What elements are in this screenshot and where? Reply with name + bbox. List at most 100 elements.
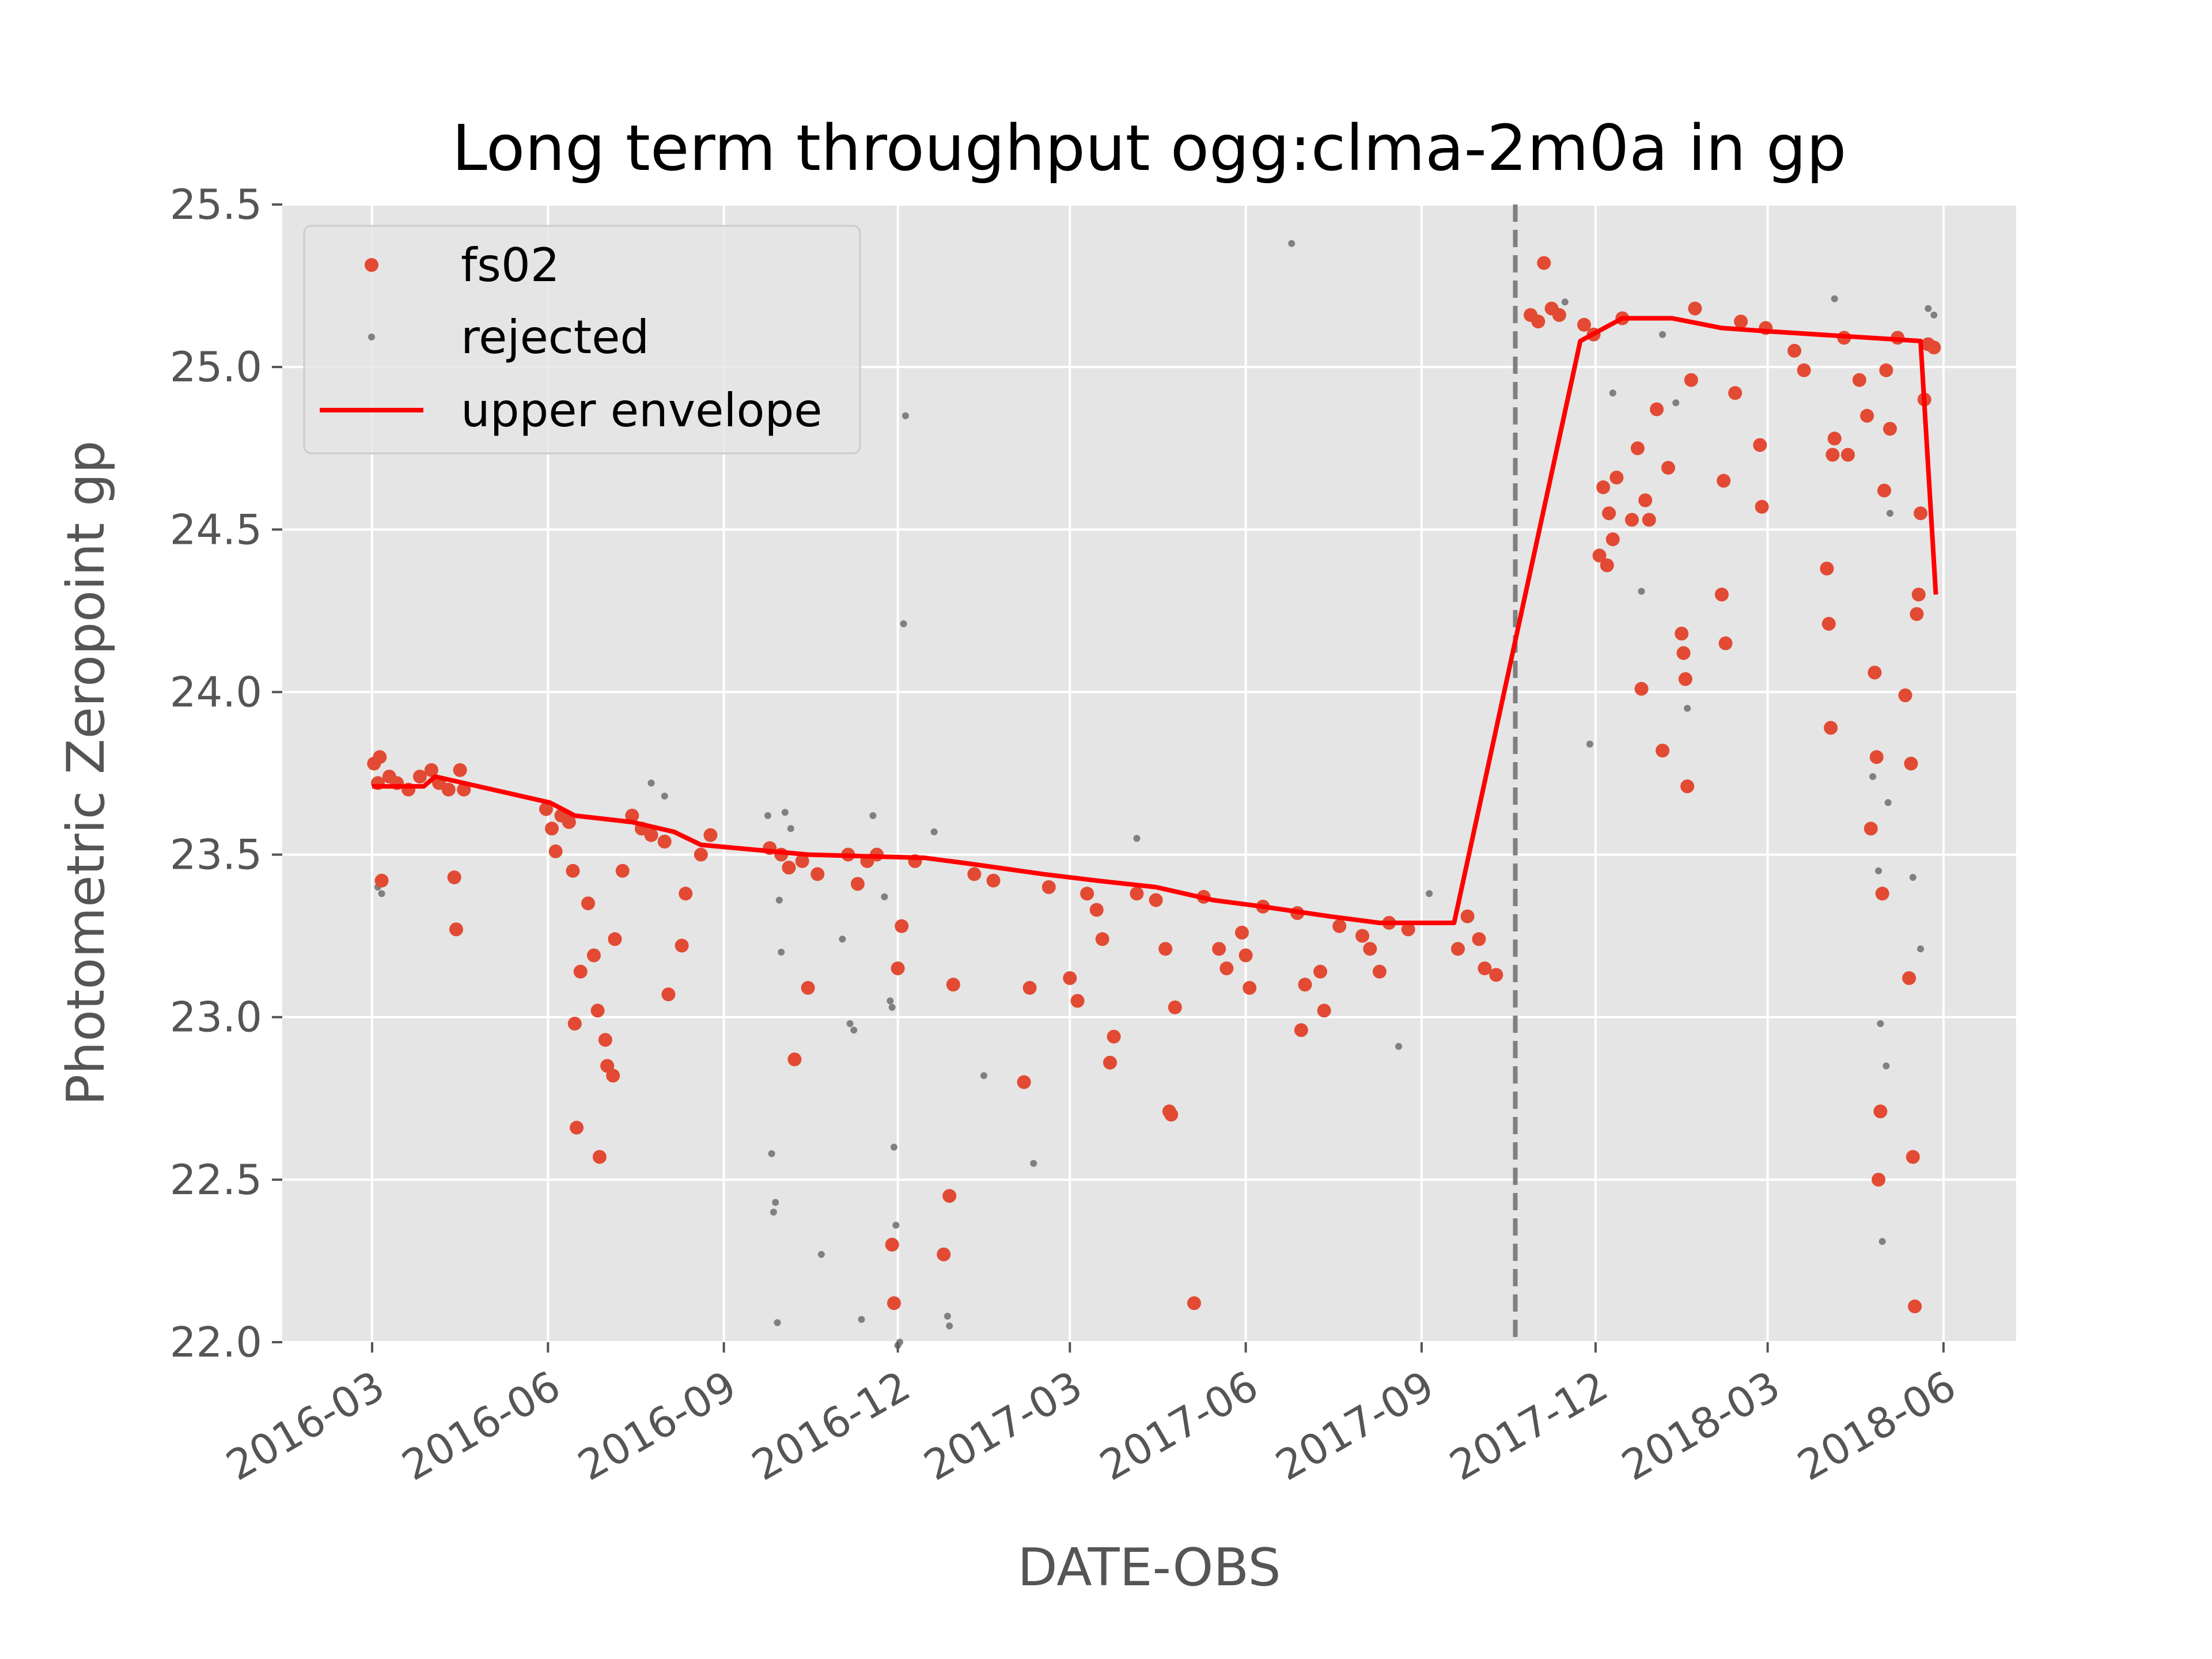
fs02-point xyxy=(1450,942,1465,956)
y-tick-label: 22.5 xyxy=(170,1156,262,1204)
rejected-point xyxy=(1672,399,1680,407)
fs02-point xyxy=(850,877,865,891)
fs02-point xyxy=(937,1247,951,1262)
fs02-point xyxy=(1298,978,1312,992)
rejected-point xyxy=(775,896,783,904)
fs02-points xyxy=(367,256,1941,1313)
fs02-point xyxy=(1718,636,1733,650)
fs02-point xyxy=(1355,929,1370,943)
fs02-point xyxy=(1219,961,1234,976)
fs02-point xyxy=(1460,909,1475,923)
x-axis-label: DATE-OBS xyxy=(1017,1537,1281,1598)
fs02-point xyxy=(661,987,676,1002)
fs02-point xyxy=(1717,474,1731,488)
fs02-point xyxy=(1243,980,1257,995)
fs02-point xyxy=(606,1069,620,1083)
rejected-point xyxy=(781,809,789,816)
rejected-point xyxy=(647,779,655,787)
fs02-point xyxy=(1600,558,1614,573)
rejected-point xyxy=(858,1316,865,1323)
fs02-point xyxy=(1676,646,1691,660)
fs02-point xyxy=(1875,887,1889,901)
x-tick-label: 2016-06 xyxy=(394,1361,569,1490)
fs02-point xyxy=(1080,887,1094,901)
fs02-point xyxy=(1642,513,1656,527)
fs02-point xyxy=(1577,317,1591,332)
fs02-point xyxy=(1332,919,1347,933)
fs02-point xyxy=(1234,926,1249,940)
fs02-point xyxy=(447,870,461,885)
fs02-point xyxy=(810,867,825,881)
fs02-point xyxy=(570,1120,584,1135)
fs02-point xyxy=(544,821,559,836)
fs02-point xyxy=(1158,942,1173,956)
fs02-point xyxy=(1910,607,1924,621)
y-tick-label: 22.0 xyxy=(170,1318,262,1366)
fs02-point xyxy=(885,1237,899,1252)
fs02-point xyxy=(1070,994,1085,1008)
fs02-point xyxy=(1634,681,1649,696)
fs02-point xyxy=(1797,363,1811,377)
rejected-point xyxy=(881,893,888,900)
fs02-point xyxy=(679,887,693,901)
rejected-point xyxy=(1877,1020,1884,1027)
rejected-point xyxy=(1925,305,1932,312)
rejected-point xyxy=(1684,704,1691,712)
rejected-point xyxy=(661,793,668,800)
rejected-point xyxy=(888,1003,896,1011)
fs02-point xyxy=(1592,548,1607,563)
legend-envelope-label: upper envelope xyxy=(461,384,822,437)
fs02-point xyxy=(567,1017,582,1031)
rejected-point xyxy=(944,1312,951,1320)
x-tick-label: 2017-03 xyxy=(916,1361,1090,1490)
fs02-point xyxy=(1187,1296,1201,1310)
fs02-point xyxy=(795,854,809,868)
fs02-point xyxy=(1906,1150,1920,1164)
y-tick-label: 24.0 xyxy=(170,668,262,716)
fs02-point xyxy=(1552,308,1566,322)
rejected-point xyxy=(1831,295,1838,302)
fs02-point xyxy=(694,847,708,862)
fs02-point xyxy=(1401,922,1415,937)
fs02-point xyxy=(566,863,580,878)
rejected-point xyxy=(1586,740,1593,748)
rejected-point xyxy=(1917,945,1925,953)
rejected-point xyxy=(1638,588,1645,595)
legend-fs02-marker xyxy=(365,258,378,272)
fs02-point xyxy=(625,808,639,823)
fs02-point xyxy=(1596,480,1611,494)
x-tick-label: 2017-06 xyxy=(1092,1361,1266,1490)
rejected-point xyxy=(772,1199,779,1206)
legend-box xyxy=(303,225,861,454)
fs02-point xyxy=(1089,903,1104,917)
rejected-point xyxy=(1426,890,1433,897)
y-tick-label: 23.5 xyxy=(170,831,262,879)
fs02-point xyxy=(1684,373,1698,387)
rejected-point xyxy=(887,997,894,1005)
fs02-point xyxy=(946,978,960,992)
fs02-point xyxy=(787,1052,802,1067)
rejected-point xyxy=(1875,867,1883,874)
fs02-point xyxy=(1869,750,1884,764)
fs02-point xyxy=(644,828,658,842)
rejected-point xyxy=(900,620,907,627)
fs02-point xyxy=(1902,971,1916,985)
rejected-point xyxy=(1883,1062,1890,1070)
rejected-point xyxy=(1869,773,1877,781)
fs02-point xyxy=(586,948,601,963)
rejected-point xyxy=(869,812,877,819)
rejected-point xyxy=(764,812,771,819)
fs02-point xyxy=(1017,1075,1031,1089)
fs02-point xyxy=(590,1003,605,1018)
fs02-point xyxy=(1095,932,1109,946)
fs02-point xyxy=(942,1189,957,1203)
x-tick-label: 2017-09 xyxy=(1268,1361,1442,1490)
fs02-point xyxy=(1825,448,1840,462)
fs02-point xyxy=(1898,688,1912,703)
fs02-point xyxy=(453,763,467,777)
fs02-point xyxy=(1537,256,1551,270)
y-tick-label: 24.5 xyxy=(170,505,262,554)
legend: fs02 rejected upper envelope xyxy=(303,225,861,454)
fs02-point xyxy=(1168,1000,1182,1014)
